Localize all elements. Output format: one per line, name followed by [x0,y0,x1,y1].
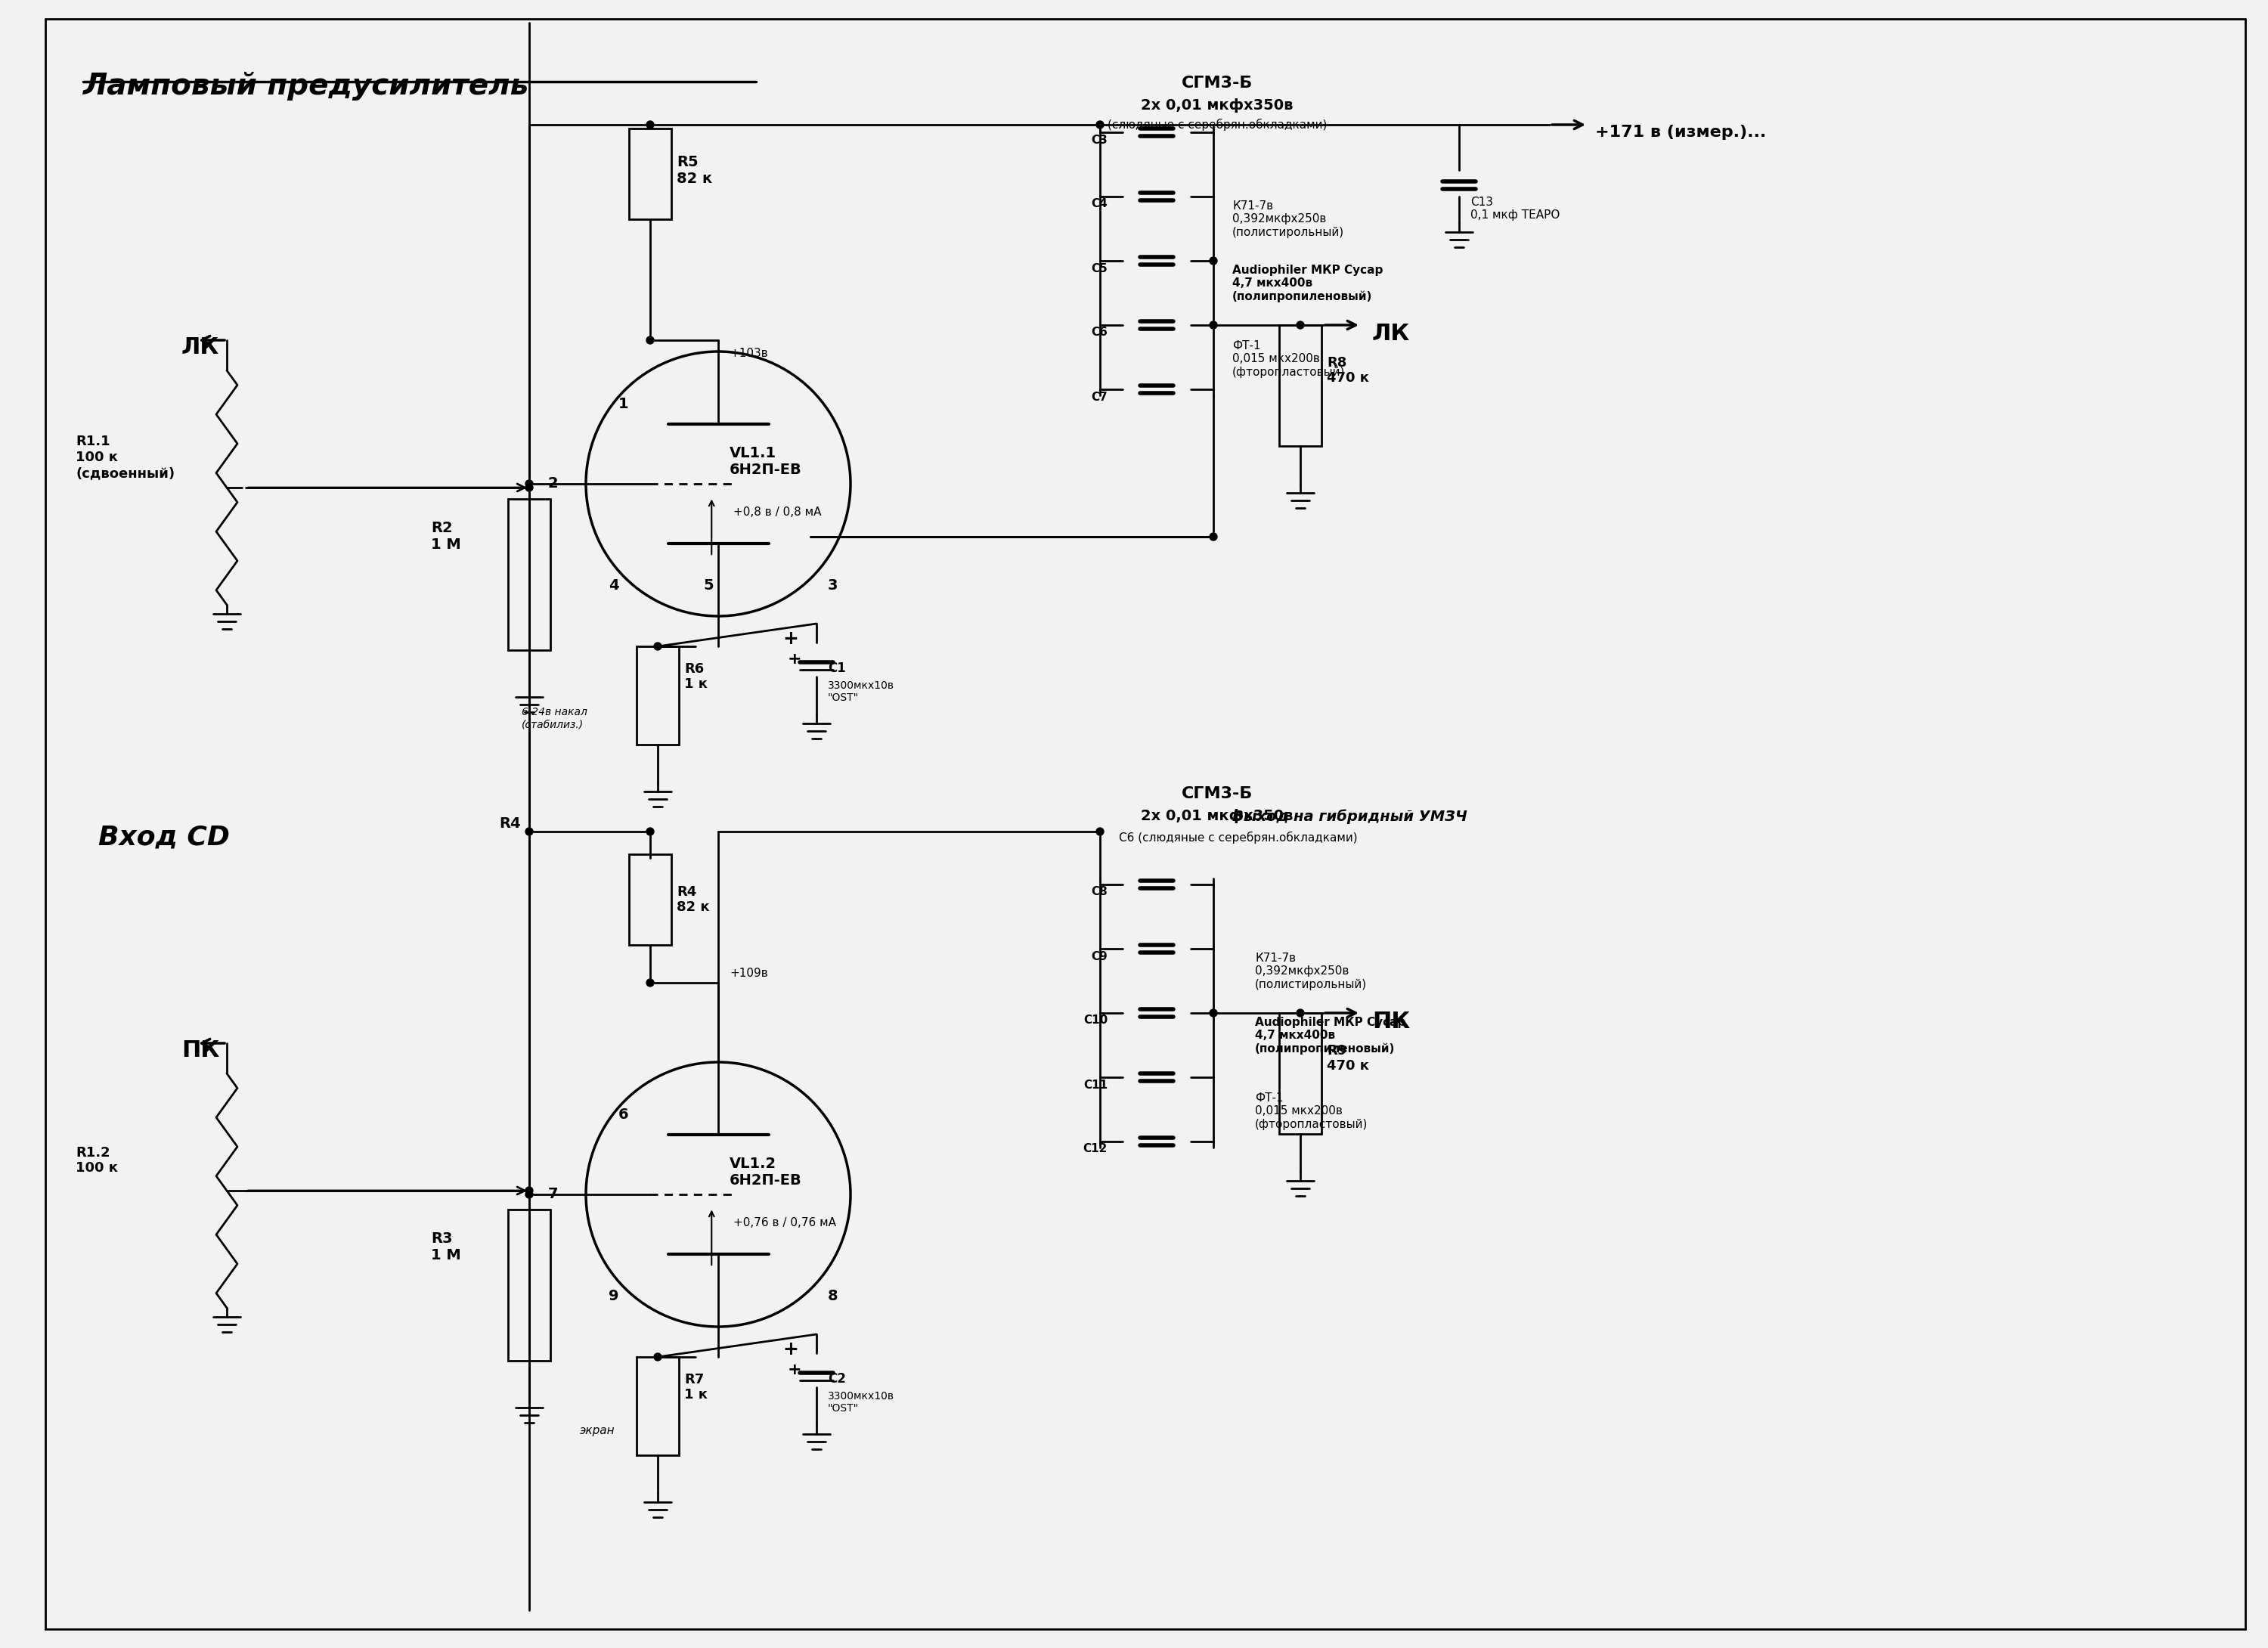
Text: +: + [787,1363,803,1378]
Bar [637,646,678,745]
Circle shape [1209,1009,1218,1017]
Text: C8: C8 [1091,887,1107,898]
Circle shape [1297,1009,1304,1017]
Text: C1: C1 [828,661,846,676]
Circle shape [1095,120,1105,129]
Circle shape [1297,321,1304,330]
Text: (слюдяные с серебрян.обкладками): (слюдяные с серебрян.обкладками) [1107,119,1327,130]
Text: К71-7в
0,392мкфх250в
(полистирольный): К71-7в 0,392мкфх250в (полистирольный) [1232,201,1345,237]
Text: экран: экран [581,1426,615,1437]
Circle shape [526,1190,533,1198]
Text: +: + [782,630,798,648]
Text: R6
1 к: R6 1 к [685,662,708,691]
Bar [628,854,671,944]
Text: Audiophiler МКР Сусар
4,7 мкх400в
(полипропиленовый): Audiophiler МКР Сусар 4,7 мкх400в (полип… [1232,265,1383,303]
Text: Ламповый предусилитель: Ламповый предусилитель [84,73,528,101]
Text: 2х 0,01 мкфх350в: 2х 0,01 мкфх350в [1141,99,1293,112]
Text: C11: C11 [1084,1079,1107,1091]
Bar [1279,325,1322,447]
Text: R9
470 к: R9 470 к [1327,1043,1370,1073]
Circle shape [646,979,653,987]
Text: 3: 3 [828,578,839,593]
Text: C2: C2 [828,1373,846,1386]
Text: Audiophiler МКР Сусар
4,7 мкх400в
(полипропиленовый): Audiophiler МКР Сусар 4,7 мкх400в (полип… [1254,1017,1406,1055]
Text: +: + [782,1340,798,1358]
Circle shape [1209,257,1218,265]
Text: C6: C6 [1091,326,1107,338]
Text: R4
82 к: R4 82 к [676,885,710,915]
Text: +0,76 в / 0,76 мА: +0,76 в / 0,76 мА [733,1218,837,1228]
Text: C9: C9 [1091,951,1107,962]
Text: ФТ-1
0,015 мкх200в
(фторопластовый): ФТ-1 0,015 мкх200в (фторопластовый) [1254,1093,1368,1131]
Text: R2
1 М: R2 1 М [431,521,460,552]
Text: 2: 2 [549,476,558,491]
Text: R7
1 к: R7 1 к [685,1373,708,1402]
Circle shape [653,1353,662,1361]
Text: VL1.2
6Н2П-ЕВ: VL1.2 6Н2П-ЕВ [730,1157,803,1188]
Text: Выход на гибридный УМЗЧ: Выход на гибридный УМЗЧ [1232,809,1467,824]
Text: +109в: +109в [730,967,769,979]
Text: C4: C4 [1091,198,1107,209]
Text: 6,24в накал
(стабилиз.): 6,24в накал (стабилиз.) [522,707,587,730]
Circle shape [646,120,653,129]
Bar [637,1356,678,1455]
Text: 9: 9 [608,1289,619,1304]
Circle shape [646,827,653,836]
Text: ФТ-1
0,015 мкх200в
(фторопластовый): ФТ-1 0,015 мкх200в (фторопластовый) [1232,339,1345,377]
Text: 4: 4 [608,578,619,593]
Text: C12: C12 [1084,1144,1107,1155]
Bar [508,499,551,649]
Text: Вход CD: Вход CD [98,824,229,850]
Circle shape [646,336,653,344]
Text: C13
0,1 мкф ТЕАРО: C13 0,1 мкф ТЕАРО [1470,196,1560,221]
Text: R4: R4 [499,816,522,831]
Text: R3
1 М: R3 1 М [431,1231,460,1262]
Text: ПК: ПК [1372,1012,1411,1033]
Circle shape [1209,321,1218,330]
Text: 5: 5 [703,578,714,593]
Text: 8: 8 [828,1289,839,1304]
Text: ЛК: ЛК [181,336,220,359]
Text: ЛК: ЛК [1372,323,1411,344]
Bar [628,129,671,219]
Text: R5
82 к: R5 82 к [676,155,712,186]
Text: C6 (слюдяные с серебрян.обкладками): C6 (слюдяные с серебрян.обкладками) [1118,832,1359,844]
Text: СГМ3-Б: СГМ3-Б [1182,76,1252,91]
Bar [1279,1014,1322,1134]
Text: +103в: +103в [730,348,769,359]
Text: +171 в (измер.)...: +171 в (измер.)... [1594,125,1767,140]
Text: ПК: ПК [181,1040,220,1061]
Text: C10: C10 [1084,1015,1107,1027]
Text: К71-7в
0,392мкфх250в
(полистирольный): К71-7в 0,392мкфх250в (полистирольный) [1254,953,1368,990]
Circle shape [526,827,533,836]
Circle shape [526,480,533,488]
Text: 3300мкх10в
"OST": 3300мкх10в "OST" [828,681,894,704]
Circle shape [1209,532,1218,541]
Text: C7: C7 [1091,391,1107,402]
Text: СГМ3-Б: СГМ3-Б [1182,786,1252,801]
Text: 3300мкх10в
"OST": 3300мкх10в "OST" [828,1391,894,1414]
Bar [508,1210,551,1361]
Text: R8
470 к: R8 470 к [1327,356,1370,386]
Text: 7: 7 [549,1187,558,1201]
Circle shape [653,643,662,649]
Text: 2х 0,01 мкфх350в: 2х 0,01 мкфх350в [1141,809,1293,824]
Text: C5: C5 [1091,262,1107,274]
Text: C3: C3 [1091,133,1107,145]
Circle shape [526,485,533,491]
Text: VL1.1
6Н2П-ЕВ: VL1.1 6Н2П-ЕВ [730,447,803,476]
Text: +0,8 в / 0,8 мА: +0,8 в / 0,8 мА [733,506,821,517]
Text: +: + [787,651,803,667]
Text: R1.1
100 к
(сдвоенный): R1.1 100 к (сдвоенный) [75,435,175,480]
Circle shape [1095,827,1105,836]
Circle shape [526,1187,533,1195]
Text: R1.2
100 к: R1.2 100 к [75,1145,118,1175]
Text: 6: 6 [619,1107,628,1122]
Text: 1: 1 [619,397,628,412]
